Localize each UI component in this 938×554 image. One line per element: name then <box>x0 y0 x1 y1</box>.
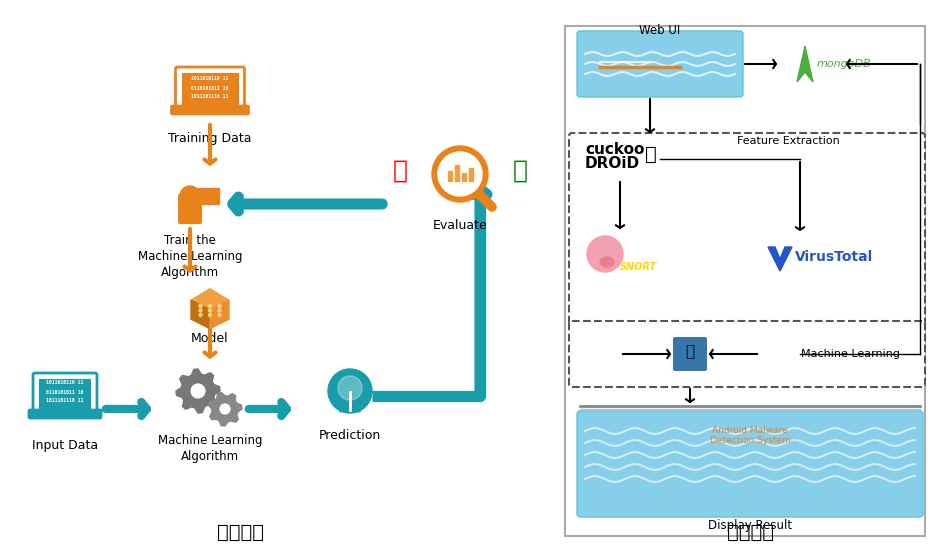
Bar <box>448 171 452 181</box>
Text: DROiD: DROiD <box>585 156 640 172</box>
Polygon shape <box>797 46 813 82</box>
Circle shape <box>189 382 207 400</box>
Circle shape <box>199 309 202 312</box>
FancyBboxPatch shape <box>39 379 91 409</box>
Polygon shape <box>210 300 229 329</box>
Text: 1011010110 11: 1011010110 11 <box>46 381 83 386</box>
Polygon shape <box>176 369 220 413</box>
Text: VirusTotal: VirusTotal <box>795 250 873 264</box>
Bar <box>455 165 459 181</box>
FancyBboxPatch shape <box>178 194 202 224</box>
Text: 1011101110 11: 1011101110 11 <box>191 95 229 100</box>
Circle shape <box>180 186 200 206</box>
Circle shape <box>432 146 488 202</box>
FancyBboxPatch shape <box>172 106 249 114</box>
Text: 1011101110 11: 1011101110 11 <box>46 398 83 403</box>
Ellipse shape <box>600 257 614 267</box>
Text: 🐦: 🐦 <box>645 145 657 163</box>
Circle shape <box>218 314 221 316</box>
Polygon shape <box>191 300 210 329</box>
FancyBboxPatch shape <box>565 26 925 536</box>
Text: 판단모델: 판단모델 <box>727 523 774 542</box>
FancyBboxPatch shape <box>577 411 923 517</box>
Text: Model: Model <box>191 332 229 345</box>
Text: Android Malware
Detection System: Android Malware Detection System <box>709 426 791 445</box>
Circle shape <box>438 152 482 196</box>
Polygon shape <box>208 392 242 426</box>
FancyBboxPatch shape <box>29 410 101 418</box>
Text: Input Data: Input Data <box>32 439 98 452</box>
Text: 0110101011 10: 0110101011 10 <box>46 389 83 394</box>
FancyBboxPatch shape <box>340 399 361 412</box>
FancyBboxPatch shape <box>181 73 238 105</box>
Circle shape <box>208 304 211 307</box>
Text: Evaluate: Evaluate <box>432 219 488 232</box>
Bar <box>462 173 466 181</box>
Circle shape <box>328 369 372 413</box>
FancyBboxPatch shape <box>577 31 743 97</box>
Text: Display Result: Display Result <box>708 519 792 532</box>
Circle shape <box>338 376 362 400</box>
Circle shape <box>208 309 211 312</box>
Polygon shape <box>191 289 229 310</box>
Text: Train the
Machine Learning
Algorithm: Train the Machine Learning Algorithm <box>138 234 242 279</box>
Text: Feature Extraction: Feature Extraction <box>737 136 840 146</box>
Text: SNORT: SNORT <box>620 262 658 272</box>
Text: cuckoo: cuckoo <box>585 141 644 156</box>
Text: Prediction: Prediction <box>319 429 381 442</box>
Circle shape <box>199 314 202 316</box>
Text: 👎: 👎 <box>392 159 407 183</box>
Circle shape <box>218 309 221 312</box>
Bar <box>469 168 473 181</box>
Text: 1011010110 11: 1011010110 11 <box>191 76 229 81</box>
Text: Web UI: Web UI <box>640 24 681 37</box>
FancyBboxPatch shape <box>197 188 219 204</box>
FancyBboxPatch shape <box>338 389 362 403</box>
FancyBboxPatch shape <box>175 67 245 111</box>
FancyBboxPatch shape <box>569 321 925 387</box>
FancyBboxPatch shape <box>569 133 925 327</box>
Text: mongoDB: mongoDB <box>817 59 871 69</box>
Polygon shape <box>768 247 792 271</box>
FancyBboxPatch shape <box>673 337 707 371</box>
Text: 학습모델: 학습모델 <box>217 523 264 542</box>
Text: 👍: 👍 <box>512 159 527 183</box>
Circle shape <box>218 402 232 416</box>
Circle shape <box>587 236 623 272</box>
Text: Machine Learning
Algorithm: Machine Learning Algorithm <box>158 434 263 463</box>
Circle shape <box>208 314 211 316</box>
FancyBboxPatch shape <box>33 373 97 415</box>
Text: Machine Learning: Machine Learning <box>801 349 900 359</box>
Circle shape <box>199 304 202 307</box>
Text: 🐍: 🐍 <box>686 345 694 360</box>
Text: 0110101011 10: 0110101011 10 <box>191 85 229 90</box>
Text: Training Data: Training Data <box>168 132 251 145</box>
Circle shape <box>218 304 221 307</box>
